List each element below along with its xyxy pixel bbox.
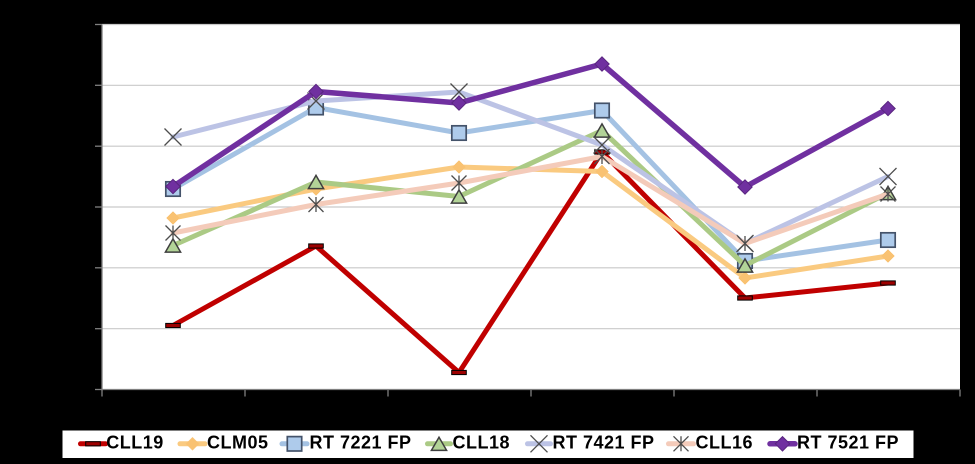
svg-text:CLL18: CLL18	[453, 432, 511, 452]
svg-text:CLL19: CLL19	[106, 432, 164, 452]
svg-text:RT 7421 FP: RT 7421 FP	[553, 432, 655, 452]
svg-text:RT 7521 FP: RT 7521 FP	[797, 432, 899, 452]
svg-text:CLL16: CLL16	[696, 432, 754, 452]
svg-text:CLM05: CLM05	[207, 432, 269, 452]
svg-text:RT 7221 FP: RT 7221 FP	[310, 432, 412, 452]
